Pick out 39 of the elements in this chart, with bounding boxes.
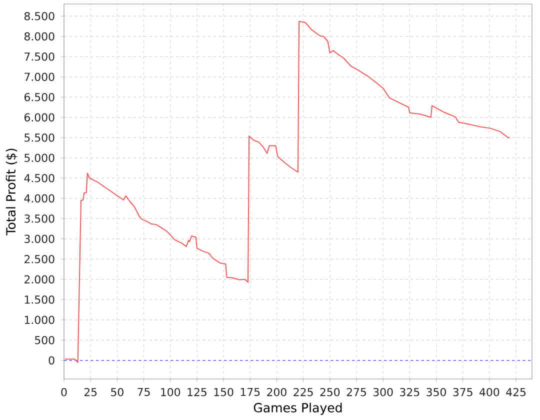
y-tick-label: 1.500 — [24, 295, 54, 304]
y-tick-label: 5.500 — [24, 133, 54, 142]
x-tick-label: 125 — [188, 388, 206, 396]
y-tick-label: 4.000 — [24, 194, 54, 202]
x-tick-label: 200 — [267, 388, 286, 396]
x-tick-label: 350 — [426, 388, 446, 396]
x-tick-label: 50 — [111, 388, 124, 396]
x-tick-label: 425 — [506, 388, 526, 396]
x-tick-label: 25 — [84, 388, 97, 396]
y-tick-label: 6.500 — [24, 93, 54, 102]
x-tick-label: 150 — [214, 388, 234, 396]
y-tick-label: 1.000 — [24, 316, 54, 324]
x-tick-label: 275 — [346, 388, 366, 396]
y-axis-title: Total Profit ($) — [6, 148, 18, 236]
x-tick-label: 250 — [320, 388, 340, 396]
y-tick-label: 8.000 — [24, 32, 54, 41]
y-tick-label: 3.000 — [24, 234, 54, 243]
y-tick-label: 500 — [34, 336, 54, 344]
x-tick-label: 0 — [61, 388, 67, 396]
x-tick-label: 400 — [480, 388, 500, 396]
y-tick-label: 3.500 — [24, 214, 54, 223]
y-tick-label: 6.000 — [24, 113, 54, 122]
y-tick-label: 2.000 — [24, 275, 54, 284]
y-tick-label: 7.000 — [24, 72, 54, 82]
y-tick-label: 5.000 — [24, 154, 54, 162]
x-tick-label: 325 — [400, 388, 420, 396]
y-tick-label: 8.500 — [24, 12, 54, 20]
line-series — [64, 20, 510, 363]
x-axis-title: Games Played — [254, 402, 342, 415]
x-tick-label: 225 — [294, 388, 313, 396]
y-tick-label: 4.500 — [24, 174, 54, 182]
y-tick-label: 2.500 — [24, 254, 54, 264]
x-tick-label: 175 — [240, 388, 260, 396]
x-tick-label: 75 — [138, 388, 150, 396]
x-tick-label: 300 — [373, 388, 393, 396]
x-tick-label: 375 — [453, 388, 472, 396]
y-tick-label: 7.500 — [24, 52, 54, 61]
y-tick-label: 0 — [48, 356, 54, 364]
x-tick-label: 100 — [161, 388, 180, 396]
